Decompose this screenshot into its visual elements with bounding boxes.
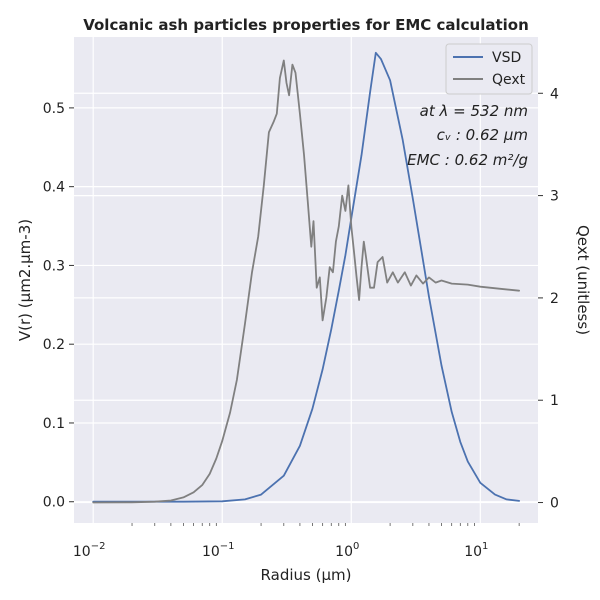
annotation-emc: EMC : 0.62 m²/g (407, 151, 528, 169)
ticks-layer: 10−2 10−1 100 101 0.0 0.1 0.2 0.3 0.4 0.5 0 1 2 3 4 (43, 86, 559, 560)
y-left-tick-label: 0.0 (43, 495, 65, 511)
x-tick-label: 101 (464, 541, 488, 560)
y-axis-label-left: V(r) (µm2.µm-3) (16, 219, 34, 341)
grid (74, 37, 538, 523)
x-tick-label: 10−1 (202, 541, 235, 560)
annotation-cv: cᵥ : 0.62 µm (437, 126, 528, 144)
x-minor-ticks (131, 523, 520, 526)
annotations: at λ = 532 nm cᵥ : 0.62 µm EMC : 0.62 m²… (407, 102, 528, 169)
y-left-tick-label: 0.2 (43, 337, 65, 353)
chart-title: Volcanic ash particles properties for EM… (83, 16, 529, 34)
y-right-tick-label: 4 (550, 86, 559, 102)
y-right-tick-label: 2 (550, 291, 559, 307)
legend: VSD Qext (445, 43, 533, 95)
annotation-wavelength: at λ = 532 nm (420, 102, 528, 120)
y-right-tick-label: 1 (550, 393, 559, 409)
y-left-tick-label: 0.1 (43, 416, 65, 432)
x-tick-label: 10−2 (73, 541, 106, 560)
x-tick-label: 100 (335, 541, 359, 560)
series-layer (92, 51, 520, 504)
y-left-tick-label: 0.4 (43, 180, 65, 196)
series-line-vsd (92, 51, 520, 503)
legend-label-qext: Qext (492, 72, 526, 88)
y-axis-label-right: Qext (unitless) (574, 225, 592, 335)
y-left-tick-label: 0.3 (43, 258, 65, 274)
y-right-tick-label: 0 (550, 496, 559, 512)
y-right-tick-label: 3 (550, 189, 559, 205)
x-axis-label: Radius (µm) (261, 566, 352, 584)
y-left-tick-label: 0.5 (43, 101, 65, 117)
legend-label-vsd: VSD (492, 50, 521, 66)
series-line-qext (92, 59, 520, 504)
